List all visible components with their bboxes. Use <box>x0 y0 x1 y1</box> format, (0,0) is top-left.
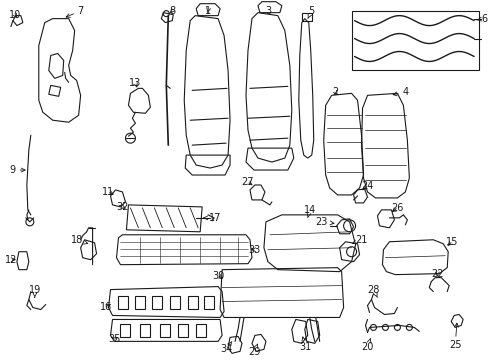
Text: 12: 12 <box>5 255 17 265</box>
Text: 7: 7 <box>66 6 83 17</box>
Text: 18: 18 <box>70 235 87 245</box>
Text: 24: 24 <box>361 181 373 191</box>
Text: 26: 26 <box>390 203 403 213</box>
Text: 35: 35 <box>108 334 121 345</box>
Text: 33: 33 <box>247 245 260 255</box>
Text: 1: 1 <box>204 6 211 15</box>
Text: 13: 13 <box>129 78 141 88</box>
Text: 23: 23 <box>315 217 333 227</box>
Text: 17: 17 <box>203 213 221 223</box>
Text: 9: 9 <box>10 165 25 175</box>
Text: 34: 34 <box>220 342 232 354</box>
Text: 10: 10 <box>9 10 21 20</box>
Text: 27: 27 <box>241 177 254 187</box>
Text: 31: 31 <box>299 337 311 352</box>
Text: 30: 30 <box>211 271 224 281</box>
Text: 21: 21 <box>351 235 367 245</box>
Text: 5: 5 <box>307 6 314 18</box>
Text: 11: 11 <box>102 187 114 197</box>
Text: 19: 19 <box>29 284 41 297</box>
Text: 8: 8 <box>169 6 175 15</box>
Text: 29: 29 <box>247 344 260 357</box>
Text: 25: 25 <box>448 323 461 350</box>
Text: 3: 3 <box>264 6 270 15</box>
Text: 16: 16 <box>100 302 112 311</box>
Text: 15: 15 <box>445 237 457 247</box>
Text: 32: 32 <box>116 202 128 212</box>
Text: 14: 14 <box>303 205 315 218</box>
Text: 6: 6 <box>476 14 486 24</box>
Text: 22: 22 <box>430 269 443 279</box>
Text: 2: 2 <box>332 87 338 97</box>
Text: 20: 20 <box>361 338 373 352</box>
Text: 28: 28 <box>366 284 379 297</box>
Text: 4: 4 <box>392 87 407 97</box>
